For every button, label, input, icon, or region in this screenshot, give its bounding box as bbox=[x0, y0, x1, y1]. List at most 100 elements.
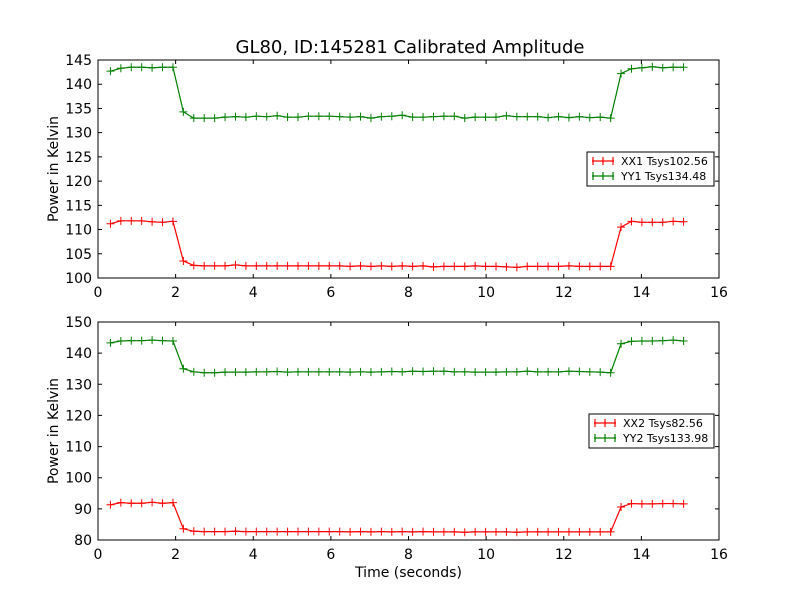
legend-label: XX1 Tsys102.56 bbox=[621, 155, 708, 168]
data-point-marker bbox=[168, 217, 177, 226]
data-point-marker bbox=[304, 527, 313, 536]
data-point-marker bbox=[606, 262, 615, 271]
data-point-marker bbox=[585, 527, 594, 536]
data-point-marker bbox=[210, 261, 219, 270]
data-point-marker bbox=[460, 262, 469, 271]
data-point-marker bbox=[502, 111, 511, 120]
data-point-marker bbox=[200, 114, 209, 123]
data-point-marker bbox=[189, 527, 198, 536]
data-point-marker bbox=[606, 527, 615, 536]
data-point-marker bbox=[419, 367, 428, 376]
data-point-marker bbox=[419, 261, 428, 270]
data-point-marker bbox=[679, 499, 688, 508]
data-point-marker bbox=[492, 113, 501, 122]
data-point-marker bbox=[492, 262, 501, 271]
data-point-marker bbox=[158, 63, 167, 72]
legend-swatch bbox=[592, 157, 614, 165]
data-point-marker bbox=[429, 367, 438, 376]
data-point-marker bbox=[325, 367, 334, 376]
y-tick-label: 115 bbox=[65, 198, 92, 214]
x-tick-label: 6 bbox=[326, 285, 335, 301]
data-point-marker bbox=[356, 527, 365, 536]
data-point-marker bbox=[606, 114, 615, 123]
data-point-marker bbox=[283, 113, 292, 122]
data-point-marker bbox=[294, 261, 303, 270]
y-tick-label: 130 bbox=[65, 126, 92, 142]
data-point-marker bbox=[294, 527, 303, 536]
data-point-marker bbox=[512, 263, 521, 272]
data-point-marker bbox=[512, 528, 521, 537]
data-point-marker bbox=[471, 368, 480, 377]
y-tick-label: 120 bbox=[65, 174, 92, 190]
x-tick-label: 12 bbox=[555, 547, 573, 563]
y-tick-label: 135 bbox=[65, 101, 92, 117]
data-point-marker bbox=[544, 527, 553, 536]
data-point-marker bbox=[471, 113, 480, 122]
legend-box bbox=[586, 151, 715, 187]
data-point-marker bbox=[148, 63, 157, 72]
data-point-marker bbox=[679, 63, 688, 72]
y-tick-label: 100 bbox=[65, 271, 92, 287]
data-point-marker bbox=[439, 527, 448, 536]
data-point-marker bbox=[481, 527, 490, 536]
y-tick-label: 100 bbox=[65, 471, 92, 487]
x-tick-label: 2 bbox=[171, 285, 180, 301]
data-point-marker bbox=[221, 527, 230, 536]
data-point-marker bbox=[502, 367, 511, 376]
legend-box bbox=[588, 413, 715, 449]
y-tick-label: 140 bbox=[65, 346, 92, 362]
data-point-marker bbox=[679, 336, 688, 345]
data-point-marker bbox=[366, 114, 375, 123]
data-point-marker bbox=[241, 368, 250, 377]
data-point-marker bbox=[627, 499, 636, 508]
data-point-marker bbox=[158, 218, 167, 227]
data-point-marker bbox=[439, 112, 448, 121]
data-point-marker bbox=[168, 63, 177, 72]
data-point-marker bbox=[356, 112, 365, 121]
data-point-marker bbox=[648, 499, 657, 508]
data-point-marker bbox=[137, 63, 146, 72]
data-point-marker bbox=[658, 63, 667, 72]
data-point-marker bbox=[168, 498, 177, 507]
data-point-marker bbox=[596, 262, 605, 271]
y-tick-label: 105 bbox=[65, 247, 92, 263]
data-point-marker bbox=[252, 112, 261, 121]
data-point-marker bbox=[377, 527, 386, 536]
series-line-yy bbox=[110, 66, 684, 119]
x-tick-label: 2 bbox=[171, 547, 180, 563]
data-point-marker bbox=[252, 367, 261, 376]
data-point-marker bbox=[262, 261, 271, 270]
data-point-marker bbox=[450, 367, 459, 376]
data-point-marker bbox=[231, 112, 240, 121]
legend-swatch bbox=[594, 419, 616, 427]
data-point-marker bbox=[627, 64, 636, 73]
data-point-marker bbox=[231, 368, 240, 377]
data-point-marker bbox=[398, 111, 407, 120]
data-point-marker bbox=[648, 62, 657, 71]
data-point-marker bbox=[554, 112, 563, 121]
data-point-marker bbox=[116, 64, 125, 73]
data-point-marker bbox=[564, 261, 573, 270]
data-point-marker bbox=[200, 368, 209, 377]
data-point-marker bbox=[304, 261, 313, 270]
data-point-marker bbox=[377, 367, 386, 376]
data-point-marker bbox=[658, 499, 667, 508]
data-point-marker bbox=[241, 113, 250, 122]
data-point-marker bbox=[221, 113, 230, 122]
series-line-xx bbox=[110, 220, 684, 268]
data-point-marker bbox=[481, 368, 490, 377]
data-point-marker bbox=[637, 63, 646, 72]
legend-swatch bbox=[592, 172, 614, 180]
data-point-marker bbox=[502, 262, 511, 271]
data-point-marker bbox=[585, 262, 594, 271]
data-point-marker bbox=[450, 112, 459, 121]
data-point-marker bbox=[325, 261, 334, 270]
y-tick-label: 145 bbox=[65, 53, 92, 69]
x-tick-label: 6 bbox=[326, 547, 335, 563]
data-point-marker bbox=[346, 368, 355, 377]
data-point-marker bbox=[314, 261, 323, 270]
x-tick-label: 10 bbox=[477, 547, 495, 563]
data-point-marker bbox=[304, 112, 313, 121]
legend: XX1 Tsys102.56 YY1 Tsys134.48 bbox=[586, 151, 715, 187]
